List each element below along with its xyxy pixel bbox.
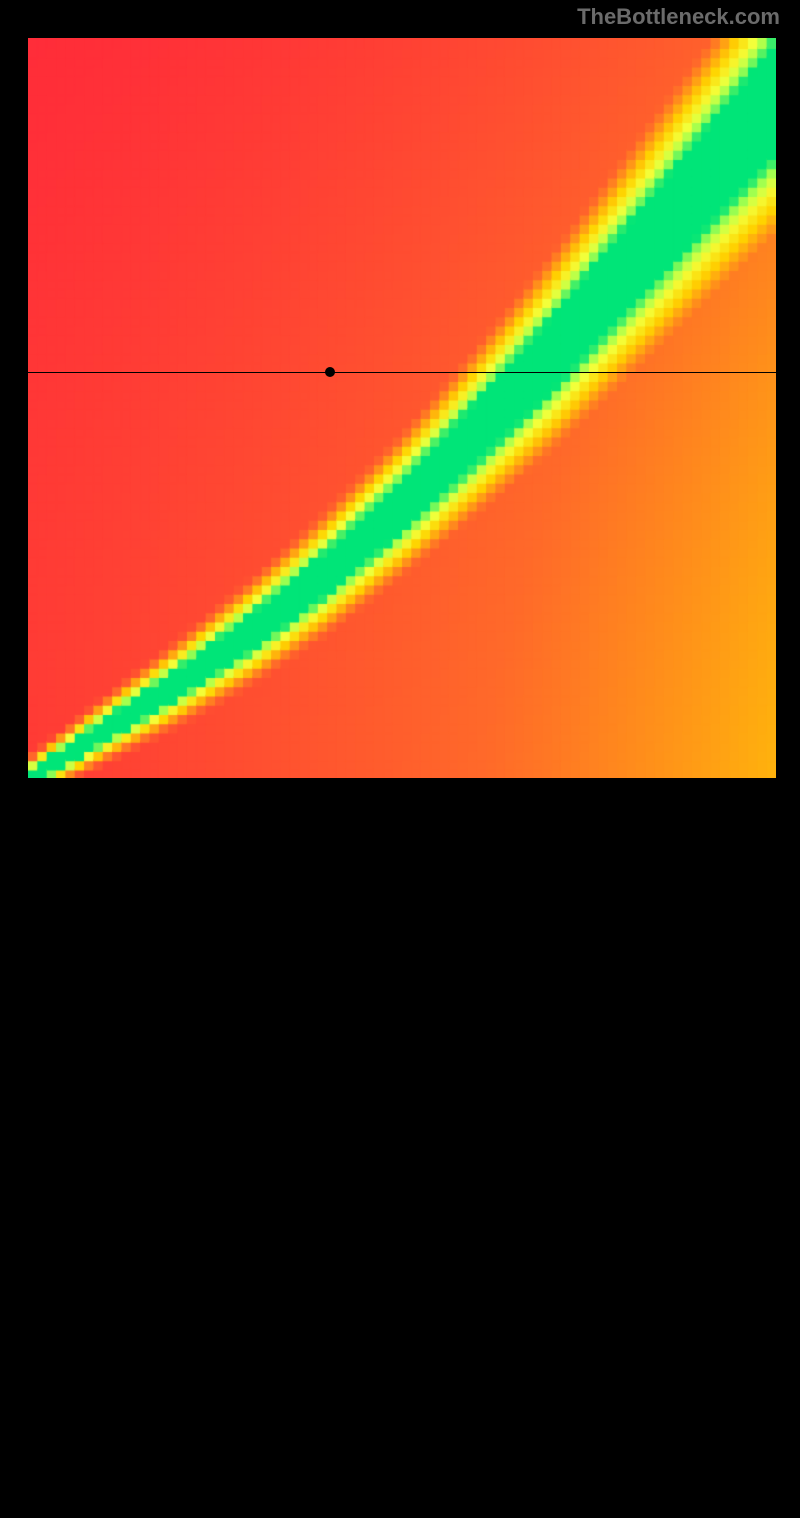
heatmap-plot	[28, 38, 776, 778]
crosshair-vertical	[330, 778, 331, 1518]
crosshair-marker	[325, 367, 335, 377]
crosshair-horizontal	[28, 372, 776, 373]
watermark-text: TheBottleneck.com	[577, 4, 780, 30]
heatmap-canvas	[28, 38, 776, 778]
